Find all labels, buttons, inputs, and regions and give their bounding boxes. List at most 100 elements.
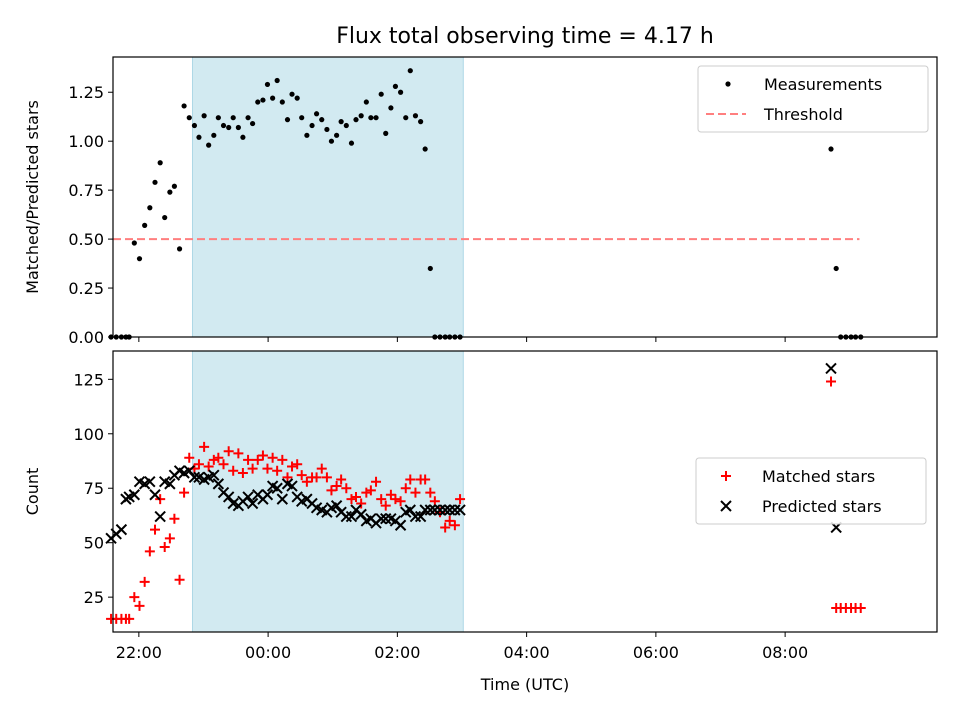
- data-point: [444, 504, 456, 516]
- chart-title: Flux total observing time = 4.17 h: [336, 24, 714, 49]
- data-point: [196, 134, 202, 140]
- legend-box: [695, 457, 927, 525]
- data-point: [833, 265, 839, 272]
- data-point: [286, 480, 298, 492]
- data-point: [454, 504, 466, 516]
- data-point: [171, 183, 177, 189]
- x-axis-label: Time (UTC): [480, 675, 569, 694]
- data-point: [392, 83, 399, 89]
- data-point: [363, 99, 369, 105]
- data-point: [276, 493, 289, 505]
- data-point: [356, 498, 367, 509]
- data-point: [211, 132, 217, 138]
- data-point: [270, 95, 276, 101]
- data-point: [418, 119, 424, 125]
- y-tick-label: 100: [73, 425, 104, 444]
- data-point: [412, 113, 419, 119]
- data-point: [149, 489, 161, 501]
- data-point: [152, 179, 158, 185]
- data-point: [157, 160, 163, 166]
- data-point: [311, 472, 322, 483]
- data-point: [267, 452, 278, 463]
- data-point: [257, 450, 268, 461]
- legend-marker: [720, 500, 732, 512]
- data-point: [304, 132, 310, 138]
- data-point: [142, 222, 148, 228]
- data-point: [243, 454, 254, 465]
- data-point: [371, 476, 382, 487]
- data-point: [284, 117, 291, 123]
- data-point: [215, 115, 221, 121]
- data-point: [247, 463, 258, 474]
- data-point: [343, 122, 349, 129]
- data-point: [375, 513, 387, 525]
- data-point: [206, 142, 212, 148]
- data-point: [828, 146, 834, 152]
- data-point: [277, 454, 288, 465]
- data-point: [388, 105, 394, 111]
- y-tick-label: 0.50: [68, 230, 104, 249]
- data-point: [164, 533, 175, 544]
- data-point: [350, 491, 361, 502]
- axes-frame: [112, 350, 938, 633]
- data-point: [287, 461, 298, 472]
- data-point: [174, 574, 185, 585]
- legend-label: Matched stars: [762, 467, 875, 486]
- data-point: [159, 542, 170, 553]
- data-point: [338, 119, 344, 125]
- x-tick-label: 08:00: [762, 643, 808, 662]
- data-point: [328, 138, 335, 144]
- data-point: [144, 475, 156, 488]
- data-point: [228, 465, 239, 476]
- y-axis-label: Count: [23, 468, 42, 516]
- data-point: [424, 504, 437, 516]
- data-point: [825, 362, 837, 375]
- data-point: [326, 485, 337, 496]
- data-point: [162, 214, 168, 221]
- data-point: [376, 494, 387, 505]
- data-point: [321, 472, 332, 483]
- data-point: [255, 99, 261, 105]
- data-point: [340, 510, 353, 523]
- data-point: [449, 504, 461, 516]
- data-point: [429, 504, 441, 516]
- data-point: [235, 124, 241, 131]
- data-point: [330, 499, 343, 512]
- data-point: [179, 487, 190, 498]
- data-point: [296, 470, 307, 481]
- data-point: [365, 485, 376, 496]
- data-point: [115, 523, 128, 536]
- data-point: [405, 474, 416, 485]
- data-point: [181, 103, 187, 109]
- data-point: [260, 97, 266, 103]
- data-point: [380, 500, 391, 511]
- legend-label: Threshold: [763, 105, 843, 124]
- data-point: [245, 115, 251, 121]
- data-point: [348, 140, 355, 146]
- data-point: [444, 515, 455, 526]
- highlight-span: [191, 350, 464, 633]
- legend: Measurements Threshold: [697, 65, 929, 133]
- data-point: [193, 459, 204, 470]
- data-point: [361, 487, 372, 498]
- x-tick-label: 00:00: [245, 643, 291, 662]
- data-point: [301, 476, 312, 487]
- legend: Matched stars Predicted stars: [695, 457, 927, 525]
- data-point: [191, 122, 198, 129]
- legend-marker: [721, 471, 731, 481]
- data-point: [131, 240, 137, 246]
- data-point: [220, 122, 227, 129]
- data-point: [397, 89, 404, 95]
- x-tick-label: 02:00: [374, 643, 420, 662]
- y-axis-label: Matched/Predicted stars: [23, 100, 42, 294]
- data-point: [261, 489, 274, 501]
- data-point: [334, 132, 340, 138]
- data-point: [395, 496, 406, 507]
- data-point: [169, 513, 180, 524]
- data-point: [400, 483, 411, 494]
- data-point: [213, 452, 224, 463]
- legend-label: Measurements: [764, 75, 882, 94]
- y-tick-label: 0.75: [68, 181, 104, 200]
- data-point: [212, 478, 225, 490]
- top-panel: 0.00 0.25 0.50 0.75 1.00 1.25 Matched/Predicte…: [23, 56, 938, 347]
